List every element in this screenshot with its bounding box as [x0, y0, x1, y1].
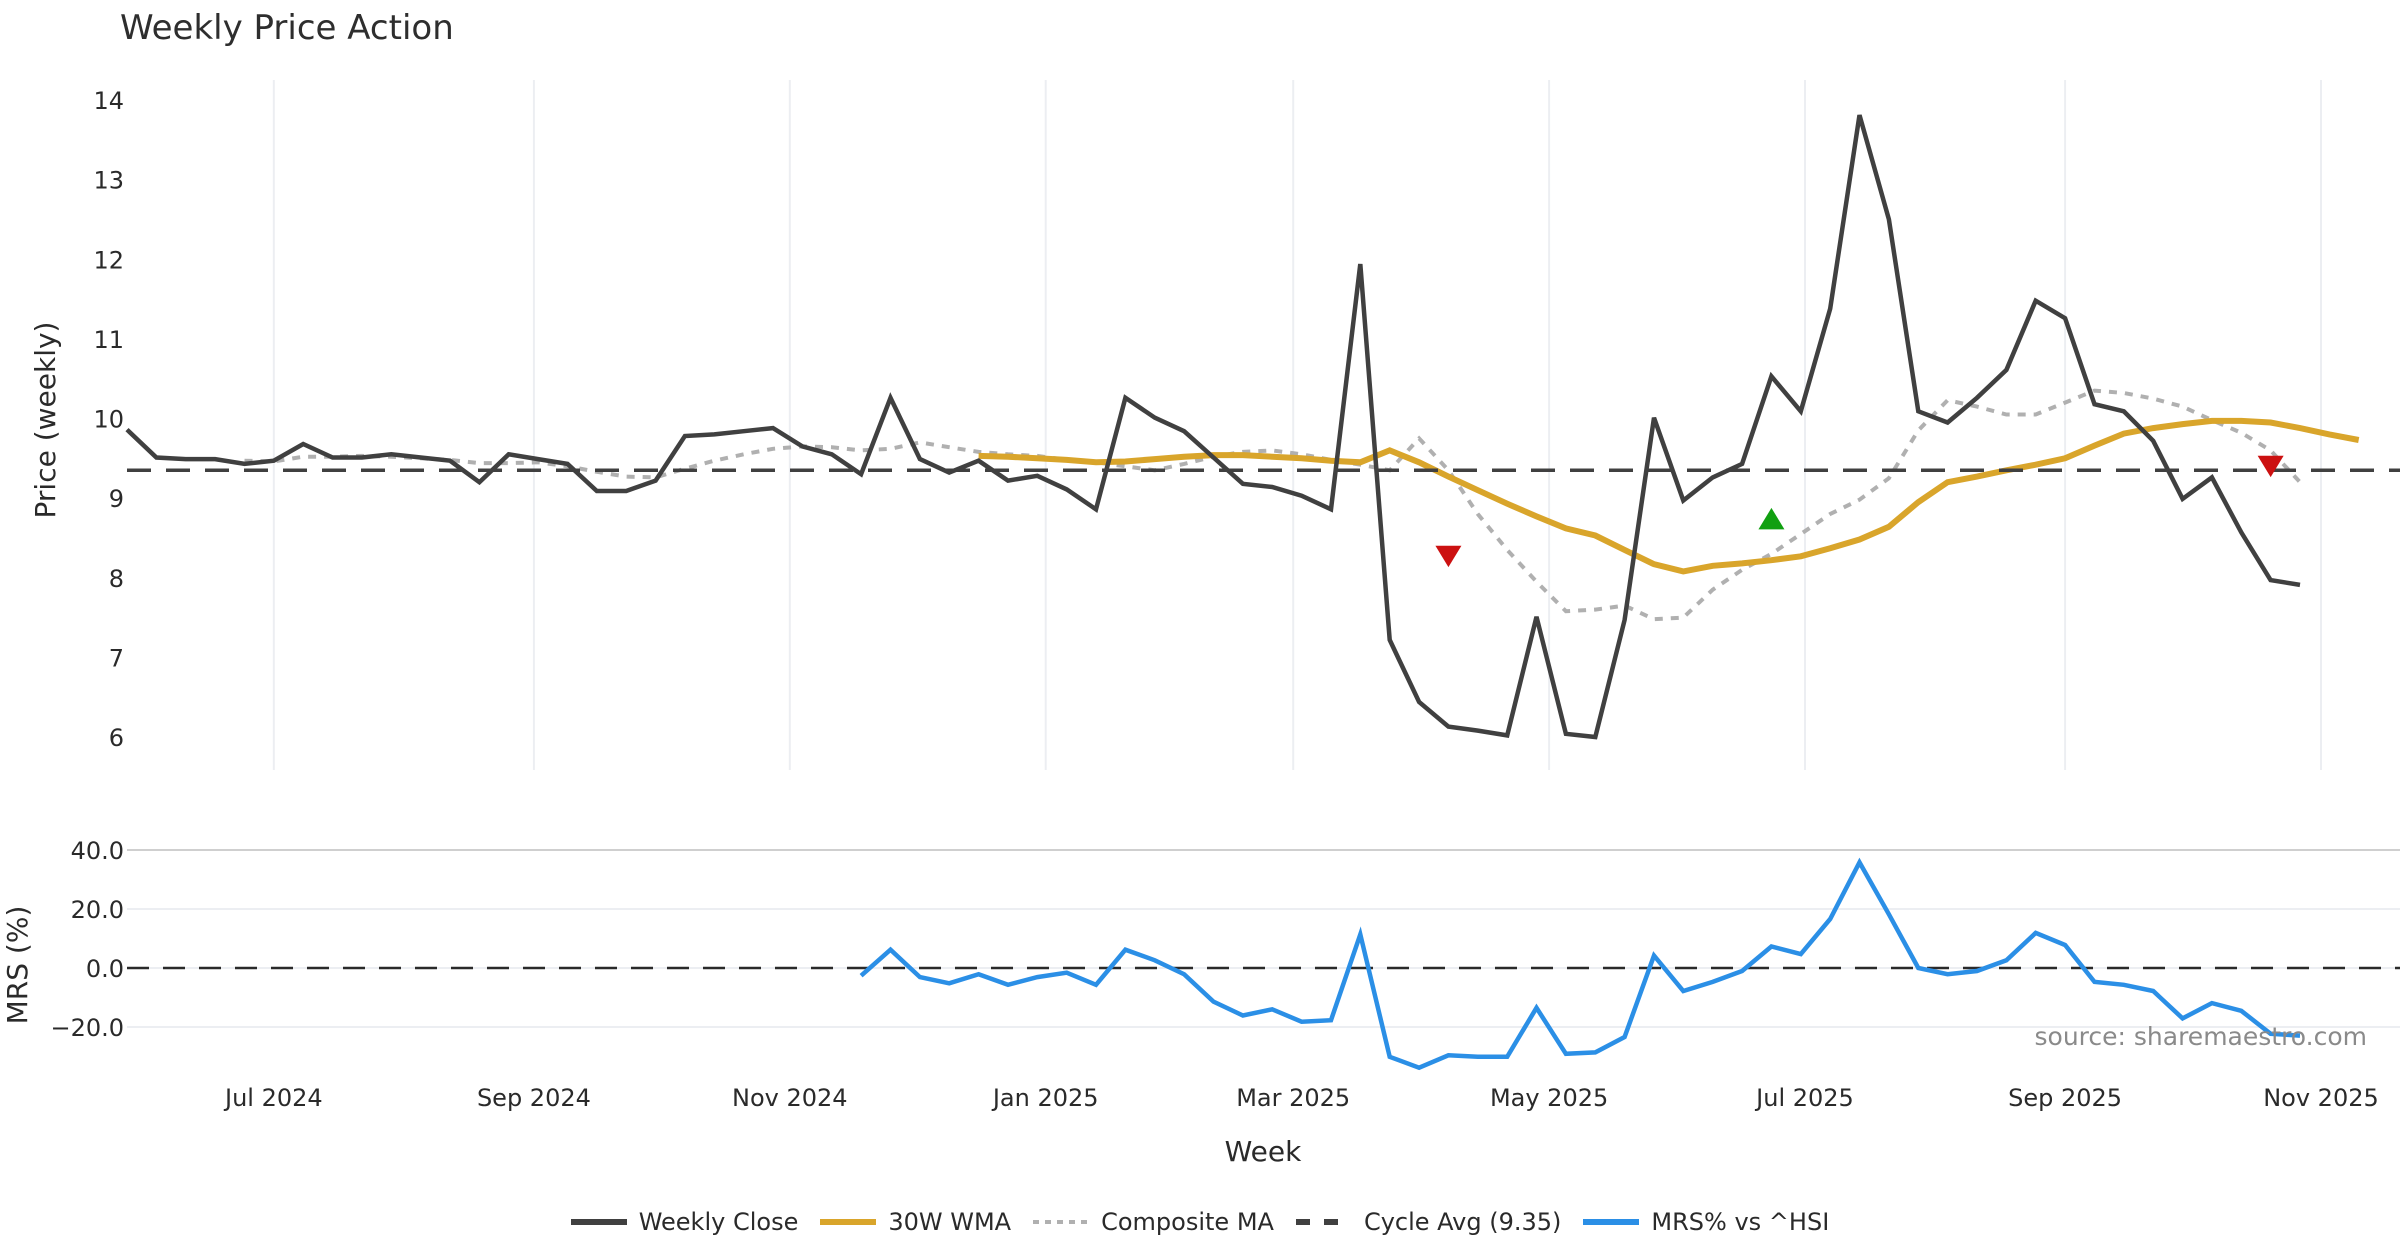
legend-swatch — [1583, 1219, 1640, 1225]
legend-label: Cycle Avg (9.35) — [1363, 1208, 1562, 1236]
mrs-y-tick-label: 20.0 — [71, 896, 124, 924]
legend-swatch — [1033, 1220, 1090, 1224]
chart-title: Weekly Price Action — [120, 8, 454, 48]
price-y-tick-label: 12 — [93, 246, 124, 274]
legend-label: Composite MA — [1101, 1208, 1274, 1236]
chart-canvas: 6 7 8 9 10 11 12 13 14 −20.0 0.0 20.0 40.0 Jul 2024… — [1, 80, 2400, 1168]
source-annotation: source: sharemaestro.com — [2035, 1022, 2368, 1051]
legend-label: 30W WMA — [888, 1208, 1012, 1236]
x-tick-label: Jul 2024 — [223, 1084, 323, 1112]
mrs-y-ticks: −20.0 0.0 20.0 40.0 — [50, 837, 124, 1042]
weekly-close-line — [125, 114, 2301, 740]
price-y-tick-label: 10 — [93, 406, 124, 434]
price-y-tick-label: 9 — [109, 485, 124, 513]
sell-signal-marker — [1435, 545, 1462, 568]
price-y-tick-label: 11 — [93, 326, 124, 354]
price-y-ticks: 6 7 8 9 10 11 12 13 14 — [93, 87, 124, 752]
price-y-tick-label: 14 — [93, 87, 124, 115]
price-y-axis-label: Price (weekly) — [29, 322, 62, 519]
x-ticks: Jul 2024 Sep 2024 Nov 2024 Jan 2025 Mar 2025… — [223, 1084, 2379, 1112]
price-y-tick-label: 13 — [93, 167, 124, 195]
sell-signal-marker — [2257, 455, 2284, 478]
mrs-y-tick-label: 40.0 — [71, 837, 124, 865]
legend-item: Weekly Close — [570, 1208, 799, 1236]
buy-signal-marker — [1758, 507, 1785, 530]
legend-item: MRS% vs ^HSI — [1583, 1208, 1829, 1236]
mrs-grid — [127, 849, 2400, 1028]
price-grid — [272, 80, 2322, 770]
series-lines — [125, 114, 2400, 1071]
legend: Weekly Close 30W WMA Composite MA Cycle Avg… — [0, 1208, 2400, 1236]
price-y-tick-label: 8 — [109, 565, 124, 593]
legend-label: MRS% vs ^HSI — [1651, 1208, 1830, 1236]
mrs-y-axis-label: MRS (%) — [1, 906, 34, 1025]
legend-item: 30W WMA — [820, 1208, 1011, 1236]
legend-item: Cycle Avg (9.35) — [1295, 1208, 1562, 1236]
x-tick-label: Nov 2024 — [732, 1084, 848, 1112]
mrs-y-tick-label: −20.0 — [50, 1014, 124, 1042]
mrs-y-tick-label: 0.0 — [86, 955, 124, 983]
legend-swatch — [820, 1219, 877, 1225]
x-axis-label: Week — [1225, 1135, 1302, 1168]
x-tick-label: Sep 2024 — [477, 1084, 591, 1112]
legend-swatch — [570, 1219, 627, 1225]
wma-30w-line — [978, 417, 2360, 575]
x-tick-label: Jan 2025 — [991, 1084, 1099, 1112]
composite-ma-line — [244, 388, 2302, 622]
signal-markers — [1435, 455, 2284, 568]
price-y-tick-label: 7 — [109, 644, 124, 672]
x-tick-label: Sep 2025 — [2008, 1084, 2122, 1112]
price-y-tick-label: 6 — [109, 724, 124, 752]
legend-item: Composite MA — [1033, 1208, 1274, 1236]
x-tick-label: Jul 2025 — [1754, 1084, 1854, 1112]
x-tick-label: Mar 2025 — [1236, 1084, 1350, 1112]
mrs-line — [859, 857, 2301, 1071]
legend-label: Weekly Close — [638, 1208, 799, 1236]
legend-swatch — [1295, 1219, 1352, 1225]
x-tick-label: May 2025 — [1490, 1084, 1608, 1112]
x-tick-label: Nov 2025 — [2263, 1084, 2379, 1112]
